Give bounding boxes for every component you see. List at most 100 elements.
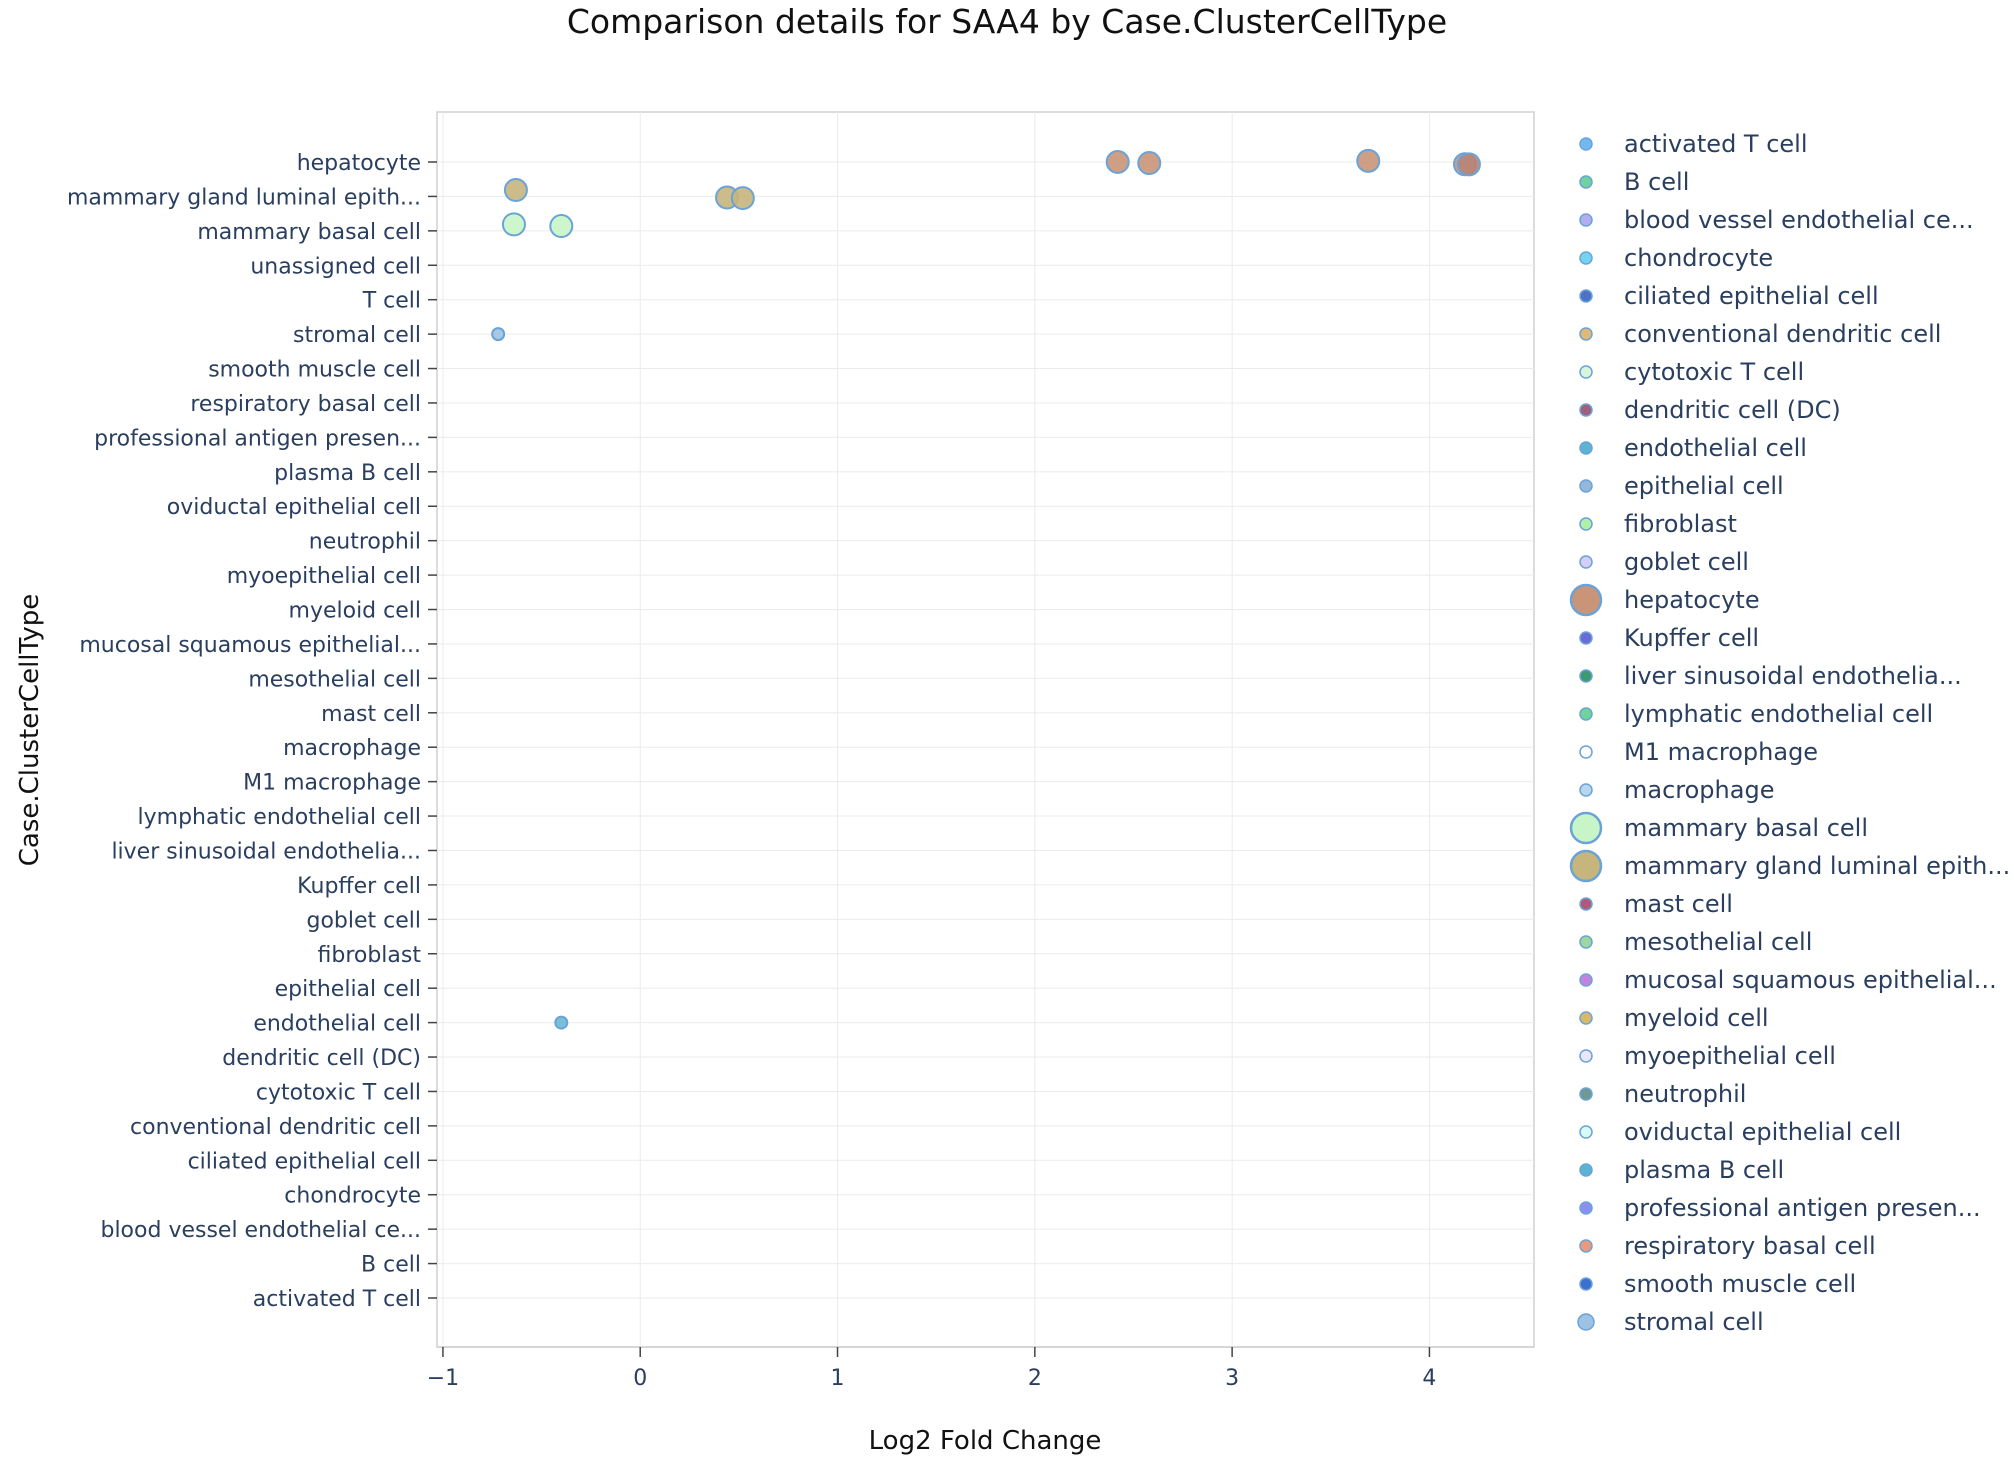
legend-item[interactable]: mammary basal cell [1569, 811, 1868, 845]
legend-item[interactable]: activated T cell [1579, 130, 1808, 158]
legend-label: conventional dendritic cell [1624, 320, 1941, 348]
legend-marker [1579, 137, 1593, 151]
y-tick-label: stromal cell [293, 323, 421, 348]
legend-item[interactable]: conventional dendritic cell [1579, 320, 1941, 348]
legend-marker [1579, 1277, 1593, 1291]
legend-item[interactable]: ciliated epithelial cell [1579, 282, 1879, 310]
legend-item[interactable]: mesothelial cell [1579, 928, 1812, 956]
y-tick-label: chondrocyte [284, 1184, 421, 1209]
data-point[interactable] [1137, 151, 1162, 176]
y-tick-label: unassigned cell [250, 254, 421, 279]
legend-item[interactable]: oviductal epithelial cell [1579, 1118, 1901, 1146]
data-point[interactable] [1356, 148, 1381, 173]
x-axis-ticks: −1 0 1 2 3 4 [427, 1346, 1534, 1391]
data-point[interactable] [501, 212, 526, 237]
y-tick-label: activated T cell [253, 1287, 421, 1312]
y-tick-label: macrophage [283, 736, 421, 761]
data-point[interactable] [491, 327, 506, 342]
legend-item[interactable]: B cell [1579, 168, 1689, 196]
legend-marker [1579, 251, 1593, 265]
legend-marker [1579, 327, 1593, 341]
legend-marker [1579, 1239, 1593, 1253]
legend-label: endothelial cell [1624, 434, 1807, 462]
y-tick-label: cytotoxic T cell [256, 1080, 421, 1105]
legend-item[interactable]: mucosal squamous epithelial... [1579, 966, 1997, 994]
legend-item[interactable]: hepatocyte [1569, 583, 1760, 617]
data-point[interactable] [730, 186, 755, 211]
y-tick-label: myoepithelial cell [227, 564, 421, 589]
legend-item[interactable]: mammary gland luminal epith... [1569, 849, 2010, 883]
legend-marker [1579, 973, 1593, 987]
y-tick-label: smooth muscle cell [208, 358, 421, 383]
legend-item[interactable]: goblet cell [1579, 548, 1749, 576]
legend-item[interactable]: macrophage [1579, 776, 1774, 804]
legend[interactable]: activated T cell B cell blood vessel endot… [1569, 130, 2010, 1336]
legend-label: epithelial cell [1624, 472, 1784, 500]
legend-label: respiratory basal cell [1624, 1232, 1876, 1260]
legend-item[interactable]: myoepithelial cell [1579, 1042, 1836, 1070]
legend-label: myeloid cell [1624, 1004, 1769, 1032]
data-point[interactable] [549, 214, 574, 239]
legend-item[interactable]: chondrocyte [1579, 244, 1773, 272]
legend-item[interactable]: Kupffer cell [1579, 624, 1759, 652]
legend-item[interactable]: M1 macrophage [1579, 738, 1818, 766]
legend-marker [1579, 935, 1593, 949]
legend-label: oviductal epithelial cell [1624, 1118, 1901, 1146]
legend-marker [1579, 479, 1593, 493]
y-tick-label: endothelial cell [253, 1012, 421, 1037]
legend-marker [1579, 213, 1593, 227]
legend-item[interactable]: fibroblast [1579, 510, 1737, 538]
legend-label: hepatocyte [1624, 586, 1760, 614]
legend-item[interactable]: professional antigen presen... [1579, 1194, 1981, 1222]
y-tick-label: mesothelial cell [248, 667, 421, 692]
legend-marker [1569, 849, 1603, 883]
y-tick-label: mast cell [321, 702, 421, 727]
plot-area [436, 111, 1535, 1348]
data-point[interactable] [1105, 149, 1130, 174]
legend-label: chondrocyte [1624, 244, 1773, 272]
legend-item[interactable]: respiratory basal cell [1579, 1232, 1876, 1260]
legend-item[interactable]: epithelial cell [1579, 472, 1784, 500]
data-points [491, 148, 1481, 1030]
legend-item[interactable]: stromal cell [1577, 1308, 1764, 1336]
x-tick-label: 3 [1225, 1366, 1239, 1391]
legend-item[interactable]: liver sinusoidal endothelia... [1579, 662, 1962, 690]
data-point[interactable] [1456, 152, 1481, 177]
legend-item[interactable]: blood vessel endothelial ce... [1579, 206, 1974, 234]
legend-item[interactable]: myeloid cell [1579, 1004, 1769, 1032]
legend-label: B cell [1624, 168, 1689, 196]
legend-item[interactable]: plasma B cell [1579, 1156, 1784, 1184]
y-tick-label: goblet cell [306, 908, 421, 933]
legend-item[interactable]: mast cell [1579, 890, 1733, 918]
legend-label: macrophage [1624, 776, 1774, 804]
data-point[interactable] [503, 178, 528, 203]
data-point[interactable] [554, 1015, 569, 1030]
legend-marker [1579, 403, 1593, 417]
legend-label: mast cell [1624, 890, 1733, 918]
legend-item[interactable]: neutrophil [1579, 1080, 1746, 1108]
x-tick-label: 1 [831, 1366, 845, 1391]
y-tick-label: ciliated epithelial cell [188, 1149, 421, 1174]
legend-label: plasma B cell [1624, 1156, 1784, 1184]
legend-marker [1579, 365, 1593, 379]
legend-item[interactable]: cytotoxic T cell [1579, 358, 1804, 386]
legend-marker [1579, 745, 1593, 759]
legend-label: Kupffer cell [1624, 624, 1759, 652]
legend-label: cytotoxic T cell [1624, 358, 1804, 386]
y-tick-label: lymphatic endothelial cell [138, 805, 421, 830]
legend-label: dendritic cell (DC) [1624, 396, 1841, 424]
legend-marker [1579, 175, 1593, 189]
legend-marker [1579, 517, 1593, 531]
legend-item[interactable]: endothelial cell [1579, 434, 1807, 462]
x-tick-label: −1 [427, 1366, 459, 1391]
y-tick-label: blood vessel endothelial ce... [100, 1218, 421, 1243]
legend-item[interactable]: lymphatic endothelial cell [1579, 700, 1933, 728]
legend-label: ciliated epithelial cell [1624, 282, 1879, 310]
y-tick-label: dendritic cell (DC) [222, 1046, 421, 1071]
legend-label: goblet cell [1624, 548, 1749, 576]
legend-marker [1579, 897, 1593, 911]
legend-item[interactable]: smooth muscle cell [1579, 1270, 1856, 1298]
legend-item[interactable]: dendritic cell (DC) [1579, 396, 1841, 424]
y-tick-label: B cell [361, 1253, 421, 1278]
